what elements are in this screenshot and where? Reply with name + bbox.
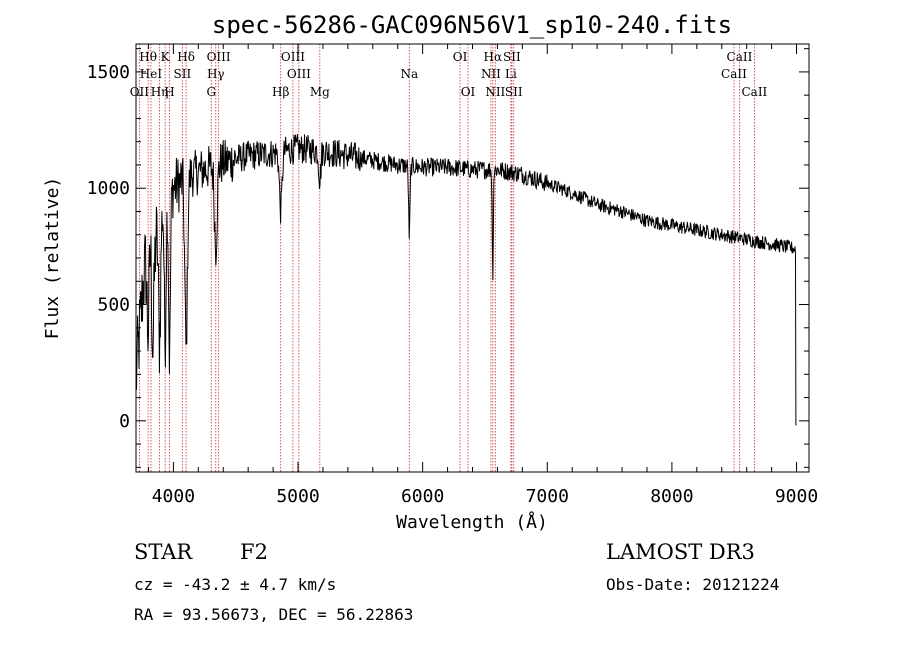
marker-label-2: OII	[130, 85, 150, 99]
marker-label-25: CaII	[727, 50, 753, 64]
marker-label-13: OIII	[287, 67, 311, 81]
marker-label-23: SII	[505, 85, 523, 99]
x-tick-label-8000: 8000	[650, 486, 693, 507]
marker-label-12: OIII	[281, 50, 305, 64]
object-class: STAR	[134, 540, 193, 564]
spectrum-line	[135, 134, 797, 426]
observation-date: Obs-Date: 20121224	[606, 575, 779, 594]
survey-name: LAMOST DR3	[606, 540, 755, 564]
marker-label-7: Hδ	[177, 50, 195, 64]
x-tick-label-6000: 6000	[401, 486, 444, 507]
marker-label-18: NII	[481, 67, 501, 81]
y-tick-label-0: 0	[119, 411, 130, 432]
marker-label-6: SII	[174, 67, 192, 81]
marker-label-10: G	[206, 85, 216, 99]
x-tick-label-9000: 9000	[775, 486, 818, 507]
object-subclass: F2	[240, 540, 268, 564]
marker-label-19: Hα	[484, 50, 503, 64]
y-tick-label-1500: 1500	[87, 62, 130, 83]
marker-label-21: Li	[505, 67, 517, 81]
marker-label-9: OIII	[207, 50, 231, 64]
axis-tick-labels: 4000 5000 6000 7000 8000 9000 0 500 1000 1500	[87, 62, 819, 507]
redshift-cz: cz = -43.2 ± 4.7 km/s	[134, 575, 336, 594]
marker-label-3: Hη	[151, 85, 169, 99]
axis-ticks	[136, 44, 809, 472]
marker-label-24: CaII	[721, 67, 747, 81]
marker-label-8: Hγ	[207, 67, 225, 81]
chart-title: spec-56286-GAC096N56V1_sp10-240.fits	[212, 11, 732, 39]
marker-label-26: CaII	[741, 85, 767, 99]
y-tick-label-500: 500	[97, 295, 130, 316]
x-axis-label: Wavelength (Å)	[396, 511, 548, 533]
marker-label-1: HeI	[140, 67, 163, 81]
x-tick-label-4000: 4000	[152, 486, 195, 507]
plot-frame	[135, 43, 810, 473]
x-tick-label-5000: 5000	[276, 486, 319, 507]
x-tick-label-7000: 7000	[526, 486, 569, 507]
marker-label-16: OI	[453, 50, 468, 64]
ra-dec-coordinates: RA = 93.56673, DEC = 56.22863	[134, 605, 413, 624]
marker-label-22: SII	[503, 50, 521, 64]
marker-label-20: NII	[485, 85, 505, 99]
marker-label-11: Hβ	[272, 85, 289, 99]
emission-line-markers	[138, 44, 755, 472]
marker-label-4: K	[161, 50, 171, 64]
y-tick-label-1000: 1000	[87, 178, 130, 199]
y-axis-label: Flux (relative)	[42, 177, 63, 340]
marker-label-15: Na	[400, 67, 418, 81]
marker-label-0: Hθ	[139, 50, 157, 64]
marker-label-17: OI	[461, 85, 476, 99]
marker-label-14: Mg	[310, 85, 330, 99]
marker-label-5: H	[164, 85, 174, 99]
